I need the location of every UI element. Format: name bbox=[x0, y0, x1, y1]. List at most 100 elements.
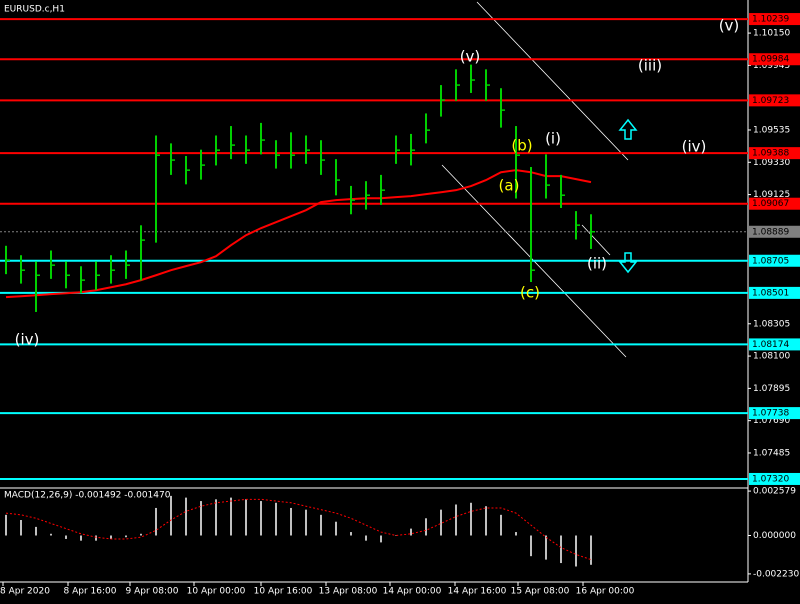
y-tick-label: 1.10150 bbox=[753, 29, 790, 39]
y-tick-label: 1.09330 bbox=[753, 158, 790, 168]
wave-label: (a) bbox=[499, 177, 520, 195]
macd-bar bbox=[560, 535, 562, 564]
macd-bar bbox=[155, 507, 157, 536]
macd-bar bbox=[425, 518, 427, 536]
macd-bar bbox=[200, 501, 202, 536]
level-line-tag bbox=[749, 53, 800, 66]
wave-label: (i) bbox=[545, 130, 561, 148]
y-tick-label: 1.07690 bbox=[753, 416, 790, 426]
macd-bar bbox=[395, 535, 397, 536]
y-tick-label: 1.07895 bbox=[753, 384, 790, 394]
current-price-label: 1.08889 bbox=[752, 227, 789, 237]
macd-bar bbox=[260, 501, 262, 536]
wave-label: (v) bbox=[460, 48, 481, 66]
y-tick-label: 1.09125 bbox=[753, 190, 790, 200]
level-line-label: 1.08501 bbox=[752, 288, 789, 298]
macd-bar bbox=[5, 514, 7, 536]
macd-bar bbox=[515, 532, 517, 536]
wave-label: (iii) bbox=[638, 57, 662, 75]
level-line-tag bbox=[749, 286, 800, 299]
x-tick-label: 10 Apr 00:00 bbox=[187, 587, 246, 597]
level-line-label: 1.10239 bbox=[752, 15, 789, 25]
level-line-tag bbox=[749, 338, 800, 351]
x-tick-label: 14 Apr 16:00 bbox=[448, 587, 507, 597]
level-line-tag bbox=[749, 254, 800, 267]
macd-bar bbox=[80, 535, 82, 541]
y-tick-label: 1.09945 bbox=[753, 61, 790, 71]
macd-bar bbox=[470, 502, 472, 536]
moving-average bbox=[5, 169, 592, 299]
macd-bar bbox=[140, 533, 142, 536]
wave-label: (v) bbox=[719, 17, 740, 35]
up-arrow bbox=[618, 118, 638, 140]
x-tick-label: 9 Apr 08:00 bbox=[126, 587, 179, 597]
macd-bar bbox=[530, 535, 532, 557]
wave-label: (iv) bbox=[15, 331, 40, 349]
macd-title: MACD(12,26,9) -0.001492 -0.001470 bbox=[4, 491, 171, 501]
macd-bar bbox=[500, 514, 502, 536]
macd-bar bbox=[410, 528, 412, 536]
macd-bar bbox=[110, 535, 112, 539]
x-tick-label: 15 Apr 08:00 bbox=[511, 587, 570, 597]
macd-bar bbox=[545, 535, 547, 560]
level-line-label: 1.09388 bbox=[752, 149, 789, 159]
macd-tick-label: 0.000000 bbox=[753, 531, 796, 541]
macd-bar bbox=[335, 521, 337, 536]
y-tick-label: 1.08305 bbox=[753, 319, 790, 329]
x-tick-label: 16 Apr 00:00 bbox=[576, 587, 635, 597]
y-tick-label: 1.09535 bbox=[753, 125, 790, 135]
macd-bar bbox=[455, 504, 457, 536]
y-tick-label: 1.08100 bbox=[753, 352, 790, 362]
macd-bar bbox=[380, 535, 382, 543]
level-line-label: 1.07738 bbox=[752, 409, 789, 419]
macd-bar bbox=[50, 533, 52, 536]
macd-tick-label: 0.002579 bbox=[753, 487, 796, 497]
wave-label: (b) bbox=[511, 137, 532, 155]
macd-bar bbox=[185, 497, 187, 536]
macd-bar bbox=[440, 509, 442, 536]
y-tick-label: 1.07485 bbox=[753, 448, 790, 458]
macd-bar bbox=[20, 520, 22, 536]
current-price-tag bbox=[749, 225, 800, 238]
macd-tick-label: -0.002230 bbox=[753, 569, 799, 579]
level-line-label: 1.09723 bbox=[752, 96, 789, 106]
macd-bar bbox=[575, 535, 577, 567]
macd-bar bbox=[35, 526, 37, 536]
x-tick-label: 10 Apr 16:00 bbox=[254, 587, 313, 597]
x-tick-label: 8 Apr 16:00 bbox=[64, 587, 117, 597]
channel-line bbox=[476, 1, 629, 161]
macd-bar bbox=[305, 509, 307, 536]
macd-bar bbox=[230, 497, 232, 536]
level-line-label: 1.09984 bbox=[752, 55, 789, 65]
macd-bar bbox=[320, 514, 322, 536]
down-arrow bbox=[618, 252, 638, 274]
level-line-label: 1.07320 bbox=[752, 474, 789, 484]
x-tick-label: 8 Apr 2020 bbox=[0, 587, 50, 597]
level-line-tag bbox=[749, 197, 800, 210]
macd-bar bbox=[125, 535, 127, 538]
macd-bar bbox=[485, 506, 487, 536]
wave-label: (iv) bbox=[682, 138, 707, 156]
x-tick-label: 14 Apr 00:00 bbox=[383, 587, 442, 597]
macd-bar bbox=[365, 535, 367, 541]
macd-bar bbox=[275, 502, 277, 536]
symbol-label: EURUSD.c,H1 bbox=[4, 5, 65, 15]
macd-bar bbox=[590, 535, 592, 565]
x-tick-label: 13 Apr 08:00 bbox=[319, 587, 378, 597]
macd-bar bbox=[170, 495, 172, 536]
level-line-label: 1.08705 bbox=[752, 256, 789, 266]
level-line-tag bbox=[749, 472, 800, 485]
macd-bar bbox=[290, 507, 292, 536]
level-line-label: 1.08174 bbox=[752, 340, 789, 350]
macd-bar bbox=[215, 499, 217, 536]
wave-label: (ii) bbox=[587, 255, 607, 273]
macd-bar bbox=[95, 535, 97, 541]
wave-label: (c) bbox=[520, 284, 540, 302]
level-line-label: 1.09067 bbox=[752, 199, 789, 209]
channel-line bbox=[581, 224, 611, 256]
level-line-tag bbox=[749, 94, 800, 107]
macd-signal bbox=[5, 498, 592, 561]
